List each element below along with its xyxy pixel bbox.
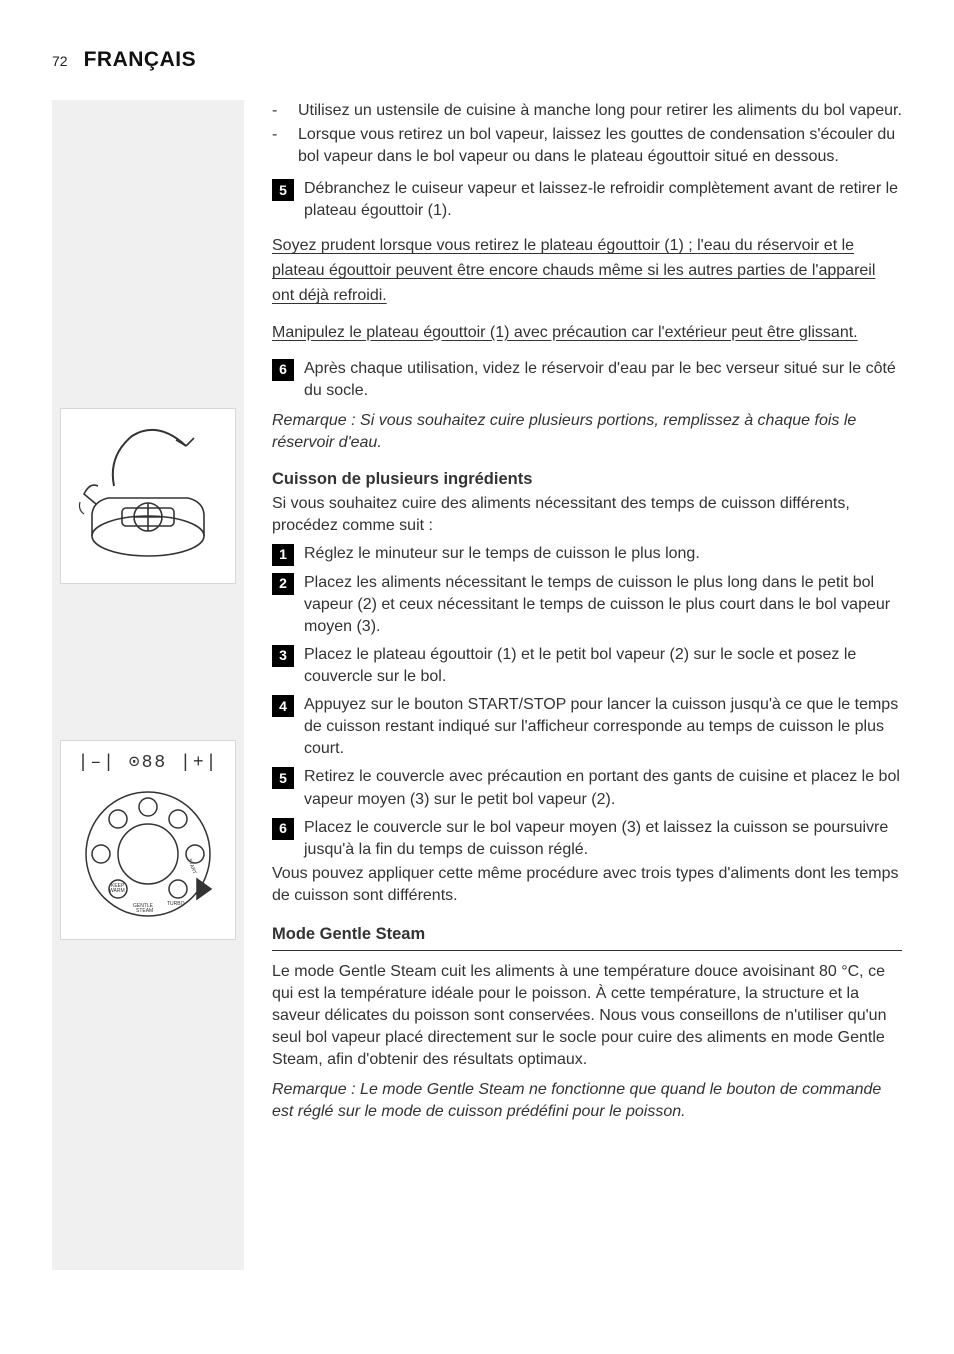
steamer-pour-icon [68, 416, 228, 576]
note-text: Remarque : Le mode Gentle Steam ne fonct… [272, 1079, 902, 1123]
bullet-text: Utilisez un ustensile de cuisine à manch… [298, 100, 902, 122]
bullet-list: - Utilisez un ustensile de cuisine à man… [272, 100, 902, 168]
step-number-badge: 6 [272, 818, 294, 840]
multi-step-2: 2 Placez les aliments nécessitant le tem… [272, 572, 902, 638]
step-text: Réglez le minuteur sur le temps de cuiss… [304, 543, 902, 566]
warning-text: Manipulez le plateau égouttoir (1) avec … [272, 321, 902, 346]
page-header: 72 FRANÇAIS [52, 48, 902, 72]
step-number-badge: 5 [272, 767, 294, 789]
multi-step-1: 1 Réglez le minuteur sur le temps de cui… [272, 543, 902, 566]
section-heading: Mode Gentle Steam [272, 923, 902, 951]
illustration-pour-water [60, 408, 236, 584]
gentle-steam-paragraph: Le mode Gentle Steam cuit les aliments à… [272, 961, 902, 1071]
multi-step-4: 4 Appuyez sur le bouton START/STOP pour … [272, 694, 902, 760]
step-number-badge: 4 [272, 695, 294, 717]
page-number: 72 [52, 53, 68, 69]
note-text: Remarque : Si vous souhaitez cuire plusi… [272, 410, 902, 454]
language-title: FRANÇAIS [84, 48, 197, 72]
step-text: Débranchez le cuiseur vapeur et laissez-… [304, 178, 902, 222]
multi-step-5: 5 Retirez le couvercle avec précaution e… [272, 766, 902, 810]
step-number-badge: 1 [272, 544, 294, 566]
content-area: |‒| ⊙88 |+| KEEP WA [52, 100, 902, 1270]
manual-page: 72 FRANÇAIS [0, 0, 954, 1354]
illustration-control-panel: |‒| ⊙88 |+| KEEP WA [60, 740, 236, 940]
step-number-badge: 2 [272, 573, 294, 595]
step-text: Placez le couvercle sur le bol vapeur mo… [304, 817, 902, 861]
step-number-badge: 6 [272, 359, 294, 381]
step-6: 6 Après chaque utilisation, videz le rés… [272, 358, 902, 402]
step-number-badge: 3 [272, 645, 294, 667]
svg-text:STEAM: STEAM [136, 908, 153, 914]
step-text: Retirez le couvercle avec précaution en … [304, 766, 902, 810]
bullet-text: Lorsque vous retirez un bol vapeur, lais… [298, 124, 902, 168]
step-text: Appuyez sur le bouton START/STOP pour la… [304, 694, 902, 760]
step-text: Placez le plateau égouttoir (1) et le pe… [304, 644, 902, 688]
warning-text: Soyez prudent lorsque vous retirez le pl… [272, 234, 902, 308]
label-start: START [186, 858, 197, 875]
svg-text:WARM: WARM [109, 888, 125, 894]
multi-step-6: 6 Placez le couvercle sur le bol vapeur … [272, 817, 902, 861]
multi-step-3: 3 Placez le plateau égouttoir (1) et le … [272, 644, 902, 688]
timer-display: |‒| ⊙88 |+| [78, 751, 219, 773]
sub-heading: Cuisson de plusieurs ingrédients [272, 468, 902, 491]
control-dial-icon: KEEP WARM GENTLE STEAM TURBO START [73, 779, 223, 929]
main-column: - Utilisez un ustensile de cuisine à man… [272, 100, 902, 1270]
step-text: Après chaque utilisation, videz le réser… [304, 358, 902, 402]
list-item: - Lorsque vous retirez un bol vapeur, la… [272, 124, 902, 168]
outro-paragraph: Vous pouvez appliquer cette même procédu… [272, 863, 902, 907]
dash-icon: - [272, 100, 284, 122]
step-number-badge: 5 [272, 179, 294, 201]
label-turbo: TURBO [167, 901, 185, 907]
dash-icon: - [272, 124, 284, 168]
step-5: 5 Débranchez le cuiseur vapeur et laisse… [272, 178, 902, 222]
intro-paragraph: Si vous souhaitez cuire des aliments néc… [272, 493, 902, 537]
side-column: |‒| ⊙88 |+| KEEP WA [52, 100, 244, 1270]
step-text: Placez les aliments nécessitant le temps… [304, 572, 902, 638]
list-item: - Utilisez un ustensile de cuisine à man… [272, 100, 902, 122]
